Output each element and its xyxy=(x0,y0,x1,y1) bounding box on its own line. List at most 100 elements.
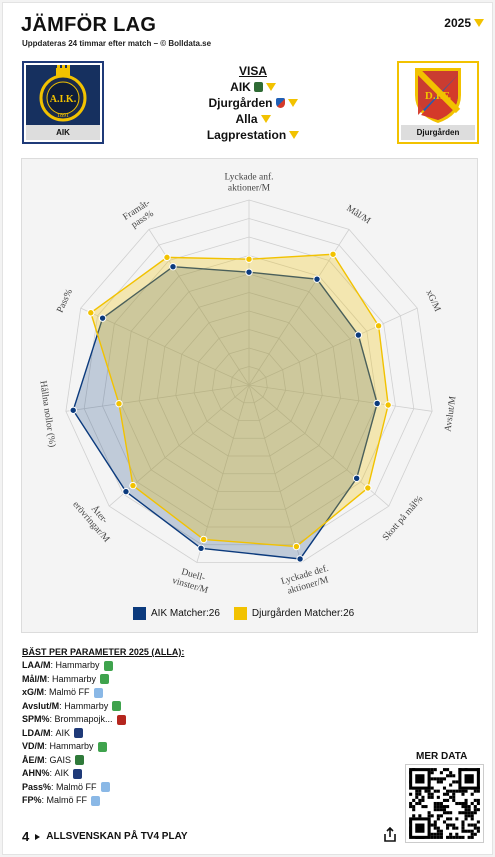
qr-module xyxy=(455,817,459,821)
qr-module xyxy=(470,832,474,836)
axis-label-line: Hållna nollor (%) xyxy=(37,380,57,448)
team-badge-icon xyxy=(100,674,110,685)
qr-module xyxy=(433,832,437,836)
qr-module xyxy=(464,789,468,793)
qr-module xyxy=(467,835,471,839)
legend-item-aik[interactable]: AIK Matcher:26 xyxy=(133,607,220,620)
qr-module xyxy=(439,777,443,781)
qr-module xyxy=(446,789,450,793)
qr-module xyxy=(430,768,434,772)
qr-code[interactable] xyxy=(405,764,484,843)
data-point-aik xyxy=(296,555,304,563)
tv4-play-link[interactable]: 4 ALLSVENSKAN PÅ TV4 PLAY xyxy=(22,829,188,844)
qr-module xyxy=(433,768,437,772)
qr-module xyxy=(430,771,434,775)
qr-module xyxy=(446,826,450,830)
grid-ring xyxy=(193,329,305,439)
qr-module xyxy=(415,792,419,796)
best-row-colon: : xyxy=(44,741,50,751)
qr-module xyxy=(421,798,425,802)
qr-module xyxy=(467,823,471,827)
qr-module xyxy=(467,829,471,833)
data-point-djurgarden xyxy=(245,255,253,263)
qr-module xyxy=(464,808,468,812)
data-point-djurgarden xyxy=(384,401,392,409)
best-row-key: xG/M xyxy=(22,687,45,697)
data-point-djurgarden xyxy=(87,309,95,317)
share-icon[interactable] xyxy=(383,827,397,843)
axis-label-line: Avslut/M xyxy=(443,395,458,432)
legend-item-djurgarden[interactable]: Djurgården Matcher:26 xyxy=(233,607,354,620)
mode-selector[interactable]: Lagprestation xyxy=(153,127,353,143)
qr-module xyxy=(436,789,440,793)
best-row-colon: : xyxy=(59,700,65,711)
qr-module xyxy=(464,798,468,802)
aik-crest-icon: A.I.K. 1891 xyxy=(26,65,100,125)
aik-badge-icon xyxy=(253,82,263,92)
qr-module xyxy=(418,801,422,806)
best-row-colon: : xyxy=(49,768,55,778)
legend-label-aik: AIK Matcher:26 xyxy=(151,608,220,619)
best-row: Mål/M: Hammarby xyxy=(22,673,126,687)
team-badge-icon xyxy=(100,782,110,793)
qr-module xyxy=(427,789,431,793)
qr-module xyxy=(430,823,434,827)
team-badge-icon xyxy=(97,741,107,752)
team-logo-left[interactable]: A.I.K. 1891 AIK xyxy=(22,61,104,144)
qr-module xyxy=(439,829,443,833)
grid-ring xyxy=(138,273,360,492)
best-row: Avslut/M: Hammarby xyxy=(22,700,126,714)
qr-module xyxy=(464,817,468,821)
axis-label-line: xG/M xyxy=(423,289,442,314)
qr-module xyxy=(461,811,465,815)
best-row-team: Hammarby xyxy=(52,673,97,684)
qr-module xyxy=(433,789,437,793)
qr-module xyxy=(461,826,465,830)
dif-badge-icon xyxy=(275,98,285,108)
axis-label-line: Pass% xyxy=(56,288,75,315)
grid-ring xyxy=(230,366,268,404)
qr-module xyxy=(476,789,480,793)
qr-module xyxy=(427,792,431,796)
qr-module xyxy=(421,805,425,809)
team-badge-icon xyxy=(93,687,103,698)
qr-module xyxy=(409,792,413,796)
qr-module xyxy=(452,780,456,784)
qr-module xyxy=(452,795,456,799)
mode-label: Lagprestation xyxy=(206,128,287,142)
best-row-colon: : xyxy=(47,673,53,684)
axis-label: Duell-vinster/M xyxy=(171,567,210,596)
filter-selector[interactable]: Alla xyxy=(153,111,353,127)
qr-module xyxy=(439,780,443,784)
qr-module xyxy=(412,798,416,802)
best-row-key: ÅE/M xyxy=(22,754,45,765)
best-row: FP%: Malmö FF xyxy=(22,794,126,808)
best-row-colon: : xyxy=(44,754,50,765)
footer-text: ALLSVENSKAN PÅ TV4 PLAY xyxy=(46,831,188,842)
qr-module xyxy=(446,774,450,778)
best-row: LAA/M: Hammarby xyxy=(22,659,126,673)
qr-module xyxy=(439,835,443,839)
qr-module xyxy=(455,789,459,793)
best-row: AHN%: AIK xyxy=(22,767,126,781)
data-point-aik xyxy=(354,331,363,339)
best-row-key: Mål/M xyxy=(22,673,48,684)
qr-module xyxy=(418,814,422,818)
aik-crest: A.I.K. 1891 xyxy=(26,65,100,140)
svg-text:1891: 1891 xyxy=(57,113,69,119)
qr-module xyxy=(433,805,437,809)
team2-selector[interactable]: Djurgården xyxy=(153,95,353,111)
axis-label-line: Lyckade anf. xyxy=(224,172,273,183)
qr-module xyxy=(461,820,465,824)
qr-module xyxy=(436,801,440,806)
qr-module xyxy=(436,832,440,836)
team1-selector[interactable]: AIK xyxy=(153,79,353,95)
qr-module xyxy=(446,798,450,802)
qr-module xyxy=(470,801,474,806)
year-selector[interactable]: 2025 xyxy=(444,16,484,30)
qr-module xyxy=(452,798,456,802)
best-row-team: Malmö FF xyxy=(49,687,90,697)
team-logo-right[interactable]: D.I.F. Djurgården xyxy=(397,61,479,144)
qr-module xyxy=(430,795,434,799)
